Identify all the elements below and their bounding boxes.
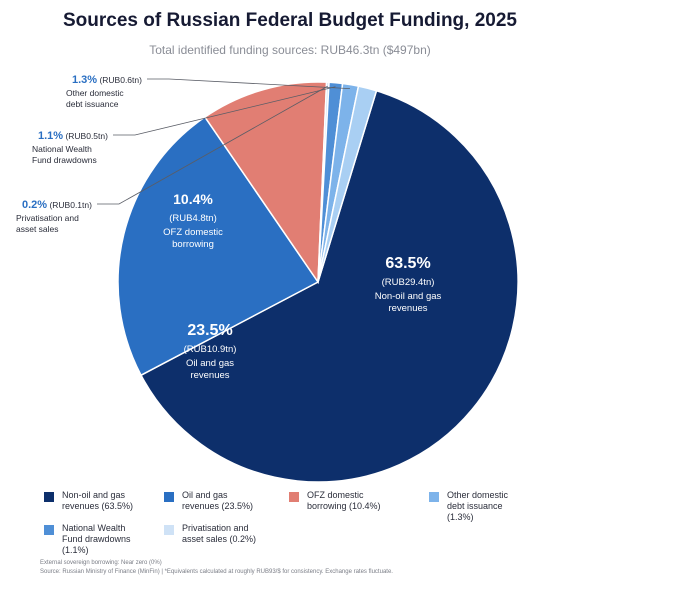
footnote-borrowing: External sovereign borrowing: Near zero …: [40, 560, 162, 566]
slice-percent-oil-and-gas-revenues: 23.5%: [187, 322, 232, 339]
slice-percent-privatisation-and-asset-sales: 0.2%: [22, 199, 47, 211]
legend-swatch: [164, 525, 174, 535]
slice-callout-national-wealth-fund-drawdowns: 1.1% (RUB0.5tn): [38, 130, 108, 142]
legend-swatch: [429, 492, 439, 502]
legend-swatch: [289, 492, 299, 502]
legend-label: Privatisation and asset sales (0.2%): [182, 523, 257, 544]
slice-percent-national-wealth-fund-drawdowns: 1.1%: [38, 130, 63, 142]
legend-swatch: [44, 525, 54, 535]
legend-item-oil-and-gas-revenues: Oil and gas revenues (23.5%): [164, 490, 266, 512]
legend-label: OFZ domestic borrowing (10.4%): [307, 490, 381, 511]
legend-swatch: [164, 492, 174, 502]
slice-callout-other-domestic-debt-issuance: 1.3% (RUB0.6tn): [72, 74, 142, 86]
slice-name-ofz-domestic-borrowing: borrowing: [172, 239, 214, 250]
slice-name-oil-and-gas-revenues: revenues: [190, 370, 229, 381]
legend-label: National Wealth Fund drawdowns (1.1%): [62, 523, 131, 555]
legend-label: Non-oil and gas revenues (63.5%): [62, 490, 134, 511]
slice-name-non-oil-and-gas-revenues: Non-oil and gas: [375, 291, 442, 302]
slice-callout-privatisation-and-asset-sales: 0.2% (RUB0.1tn): [22, 199, 92, 211]
leader-line-privatisation-and-asset-sales: [97, 85, 328, 205]
legend-item-non-oil-and-gas-revenues: Non-oil and gas revenues (63.5%): [44, 490, 146, 512]
leader-line-national-wealth-fund-drawdowns: [113, 86, 336, 136]
slice-amount-ofz-domestic-borrowing: (RUB4.8tn): [169, 213, 217, 224]
legend-swatch: [44, 492, 54, 502]
slice-name-ofz-domestic-borrowing: OFZ domestic: [163, 227, 223, 238]
slice-name-national-wealth-fund-drawdowns: National Wealth: [32, 144, 92, 154]
leader-line-other-domestic-debt-issuance: [147, 78, 350, 90]
legend-item-other-domestic-debt-issuance: Other domestic debt issuance (1.3%): [429, 490, 531, 523]
legend-label: Oil and gas revenues (23.5%): [182, 490, 254, 511]
chart-subtitle: Total identified funding sources: RUB46.…: [149, 43, 431, 57]
slice-amount-privatisation-and-asset-sales: (RUB0.1tn): [47, 200, 92, 210]
pie-slice-unlabeled: [317, 85, 378, 283]
slice-percent-non-oil-and-gas-revenues: 63.5%: [385, 255, 430, 272]
legend-item-national-wealth-fund-drawdowns: National Wealth Fund drawdowns (1.1%): [44, 523, 146, 556]
slice-name-other-domestic-debt-issuance: debt issuance: [66, 99, 119, 109]
slice-name-privatisation-and-asset-sales: asset sales: [16, 224, 59, 234]
legend-label: Other domestic debt issuance (1.3%): [447, 490, 509, 522]
pie-slice-oil-and-gas-revenues: [117, 115, 320, 377]
slice-amount-non-oil-and-gas-revenues: (RUB29.4tn): [382, 277, 435, 288]
chart-title: Sources of Russian Federal Budget Fundin…: [63, 10, 517, 31]
slice-amount-other-domestic-debt-issuance: (RUB0.6tn): [97, 75, 142, 85]
slice-amount-oil-and-gas-revenues: (RUB10.9tn): [184, 344, 237, 355]
legend-item-privatisation-and-asset-sales: Privatisation and asset sales (0.2%): [164, 523, 266, 545]
slice-name-national-wealth-fund-drawdowns: Fund drawdowns: [32, 155, 97, 165]
slice-amount-national-wealth-fund-drawdowns: (RUB0.5tn): [63, 131, 108, 141]
slice-percent-ofz-domestic-borrowing: 10.4%: [173, 191, 213, 207]
slice-name-privatisation-and-asset-sales: Privatisation and: [16, 213, 79, 223]
pie-slice-ofz-domestic-borrowing: [203, 81, 328, 285]
slice-name-oil-and-gas-revenues: Oil and gas: [186, 358, 234, 369]
footnote-source: Source: Russian Ministry of Finance (Min…: [40, 569, 393, 575]
slice-percent-other-domestic-debt-issuance: 1.3%: [72, 74, 97, 86]
slice-name-other-domestic-debt-issuance: Other domestic: [66, 88, 124, 98]
slice-name-non-oil-and-gas-revenues: revenues: [388, 303, 427, 314]
pie-slice-non-oil-and-gas-revenues: [140, 89, 519, 483]
legend-item-ofz-domestic-borrowing: OFZ domestic borrowing (10.4%): [289, 490, 391, 512]
